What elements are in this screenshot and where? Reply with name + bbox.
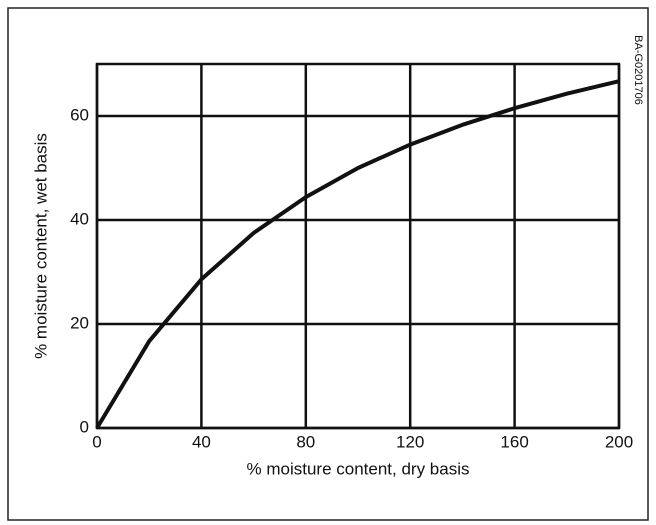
x-tick-label: 160 [500, 432, 528, 451]
y-tick-label: 20 [70, 313, 89, 332]
y-tick-label: 60 [70, 105, 89, 124]
x-tick-label: 40 [192, 432, 211, 451]
x-axis-label: % moisture content, dry basis [247, 459, 470, 478]
x-tick-label: 0 [92, 432, 101, 451]
x-tick-label: 120 [396, 432, 424, 451]
y-tick-label: 0 [80, 417, 89, 436]
data-line [95, 79, 620, 430]
frame [7, 7, 649, 521]
y-axis-label: % moisture content, wet basis [31, 133, 50, 359]
x-tick-label: 80 [296, 432, 315, 451]
plot-border [95, 62, 621, 430]
y-tick-label: 40 [70, 209, 89, 228]
annotation: BA-G0201706 [632, 35, 644, 105]
x-tick-label: 200 [605, 432, 633, 451]
